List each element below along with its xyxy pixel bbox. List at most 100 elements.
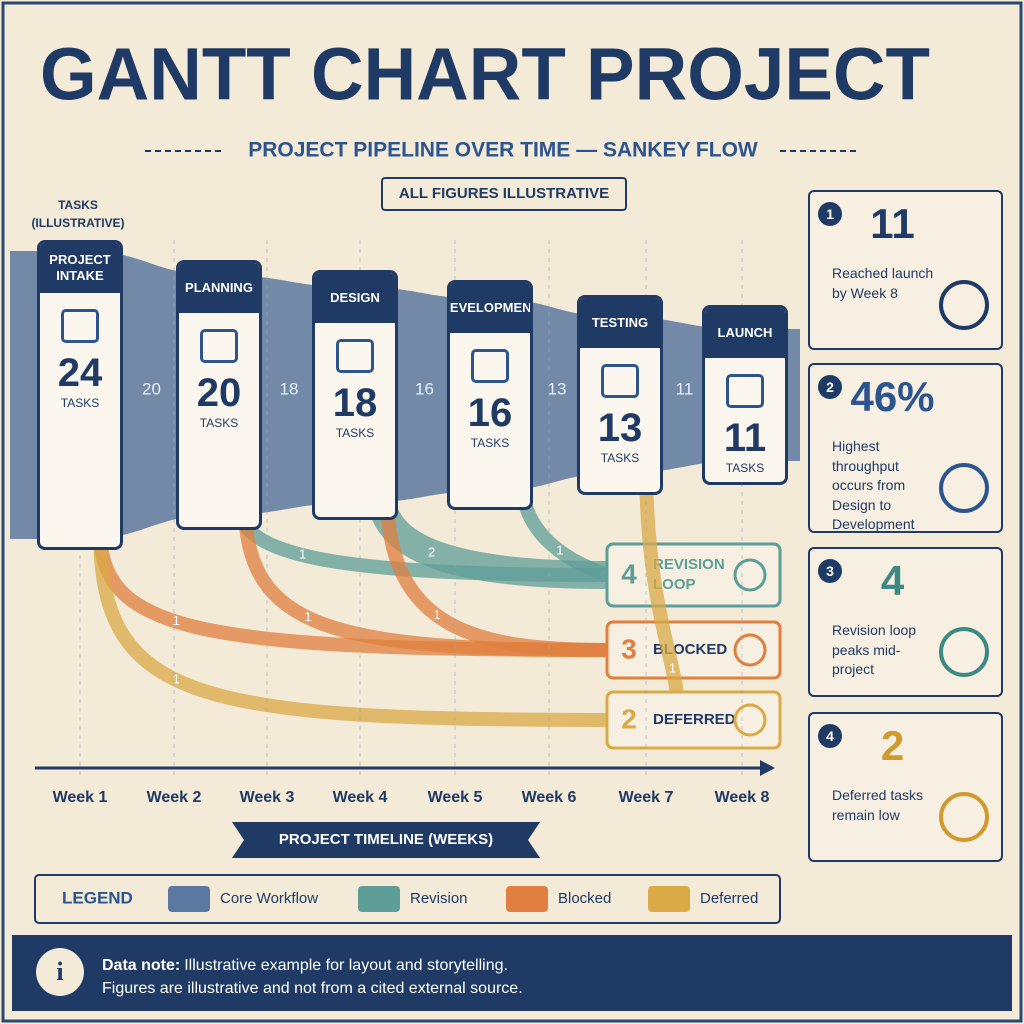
stage-unit: TASKS [725,461,765,475]
stage-value: 18 [332,381,378,425]
badge: ALL FIGURES ILLUSTRATIVE [399,185,609,202]
info-glyph: i [56,957,63,986]
week-label: Week 6 [522,789,577,806]
legend-swatch [506,886,548,912]
legend-label: Blocked [558,890,611,907]
week-label: Week 3 [240,789,295,806]
stage-name: DEVELOPMENT [450,283,530,333]
insight-value: 11 [870,200,915,247]
title: GANTT CHART PROJECT [40,33,930,116]
insight-icon [939,627,989,677]
insight-icon [939,463,989,513]
insight-icon [939,280,989,330]
stage-card: PROJECT INTAKE 24 TASKS [37,240,123,550]
legend-swatch [168,886,210,912]
stage-unit: TASKS [60,396,100,410]
stage-name: DESIGN [315,273,395,323]
outflow-name: DEFERRED [653,711,736,728]
branch-flow [93,528,608,727]
week-label: Week 4 [333,789,388,806]
legend-title: LEGEND [62,888,133,907]
stage-unit: TASKS [470,436,510,450]
stage-value: 16 [467,391,513,435]
outflow-value: 2 [621,703,637,734]
stage-card: LAUNCH 11 TASKS [702,305,788,485]
branch-label: 1 [304,609,311,624]
insight-value: 2 [880,722,905,769]
stage-card: PLANNING 20 TASKS [176,260,262,530]
week-label: Week 7 [619,789,674,806]
insight-text: Reached launch by Week 8 [832,265,934,301]
week-label: Week 8 [715,789,770,806]
flow-value: 16 [415,379,434,398]
insight-value: 4 [880,557,905,604]
note-text: Illustrative example for layout and stor… [184,957,508,974]
insight-number: 1 [818,202,842,226]
outflow-value: 3 [621,633,637,664]
outflow-icon [733,558,767,592]
timeline-label: PROJECT TIMELINE (WEEKS) [279,831,493,848]
stage-value: 13 [597,406,643,450]
insight-text: Highest throughput occurs from Design to… [832,438,915,533]
stage-name: TESTING [580,298,660,348]
stage-icon [336,339,374,373]
stage-name: PLANNING [179,263,259,313]
week-label: Week 5 [428,789,483,806]
insight-value: 46% [850,373,935,420]
stage-value: 20 [196,371,242,415]
legend-box [34,874,781,924]
week-label: Week 1 [53,789,108,806]
branch-label: 1 [299,547,306,562]
subtitle: PROJECT PIPELINE OVER TIME — SANKEY FLOW [248,139,758,162]
note-line: Figures are illustrative and not from a … [102,980,523,998]
branch-label: 1 [434,607,441,622]
insight-text: Revision loop peaks mid-project [832,622,917,678]
footer [12,935,1012,1011]
note-label: Data note: [102,957,181,974]
flow-value: 20 [142,379,161,398]
branch-label: 1 [173,613,180,628]
insight-number: 4 [818,724,842,748]
timeline-ribbon [232,822,540,858]
stage-icon [726,374,764,408]
outflow-icon [733,703,767,737]
insight-text: Deferred tasks remain low [832,787,924,823]
outflow-icon [733,633,767,667]
axis-label: TASKS (ILLUSTRATIVE) [31,198,125,230]
legend-swatch [358,886,400,912]
stage-unit: TASKS [335,426,375,440]
flow-value: 11 [676,379,694,398]
note: Data note: Illustrative example for layou… [102,954,982,1000]
insight-icon [939,792,989,842]
outflow-box [605,620,782,680]
branch-label: 1 [556,543,563,558]
stage-value: 24 [57,351,103,395]
branch-label: 1 [173,671,180,686]
week-label: Week 2 [147,789,202,806]
stage-icon [200,329,238,363]
outflow-value: 4 [621,558,637,589]
insight-card: 4 2 Deferred tasks remain low [808,712,1003,862]
stage-icon [471,349,509,383]
branch-label: 1 [669,661,676,676]
legend-label: Core Workflow [220,890,318,907]
axis-arrow [760,760,775,776]
flow-value: 13 [548,379,567,398]
legend-swatch [648,886,690,912]
stage-icon [601,364,639,398]
legend-label: Deferred [700,890,758,907]
insight-number: 3 [818,559,842,583]
stage-icon [61,309,99,343]
insight-card: 2 46% Highest throughput occurs from Desig… [808,363,1003,533]
outflow-name: REVISION LOOP [653,556,725,593]
insight-card: 3 4 Revision loop peaks mid-project [808,547,1003,697]
insight-number: 2 [818,375,842,399]
branch-label: 2 [428,545,435,560]
note-line: Data note: Illustrative example for layou… [102,954,982,977]
stage-value: 11 [723,416,767,460]
stage-unit: TASKS [199,416,239,430]
stage-unit: TASKS [600,451,640,465]
